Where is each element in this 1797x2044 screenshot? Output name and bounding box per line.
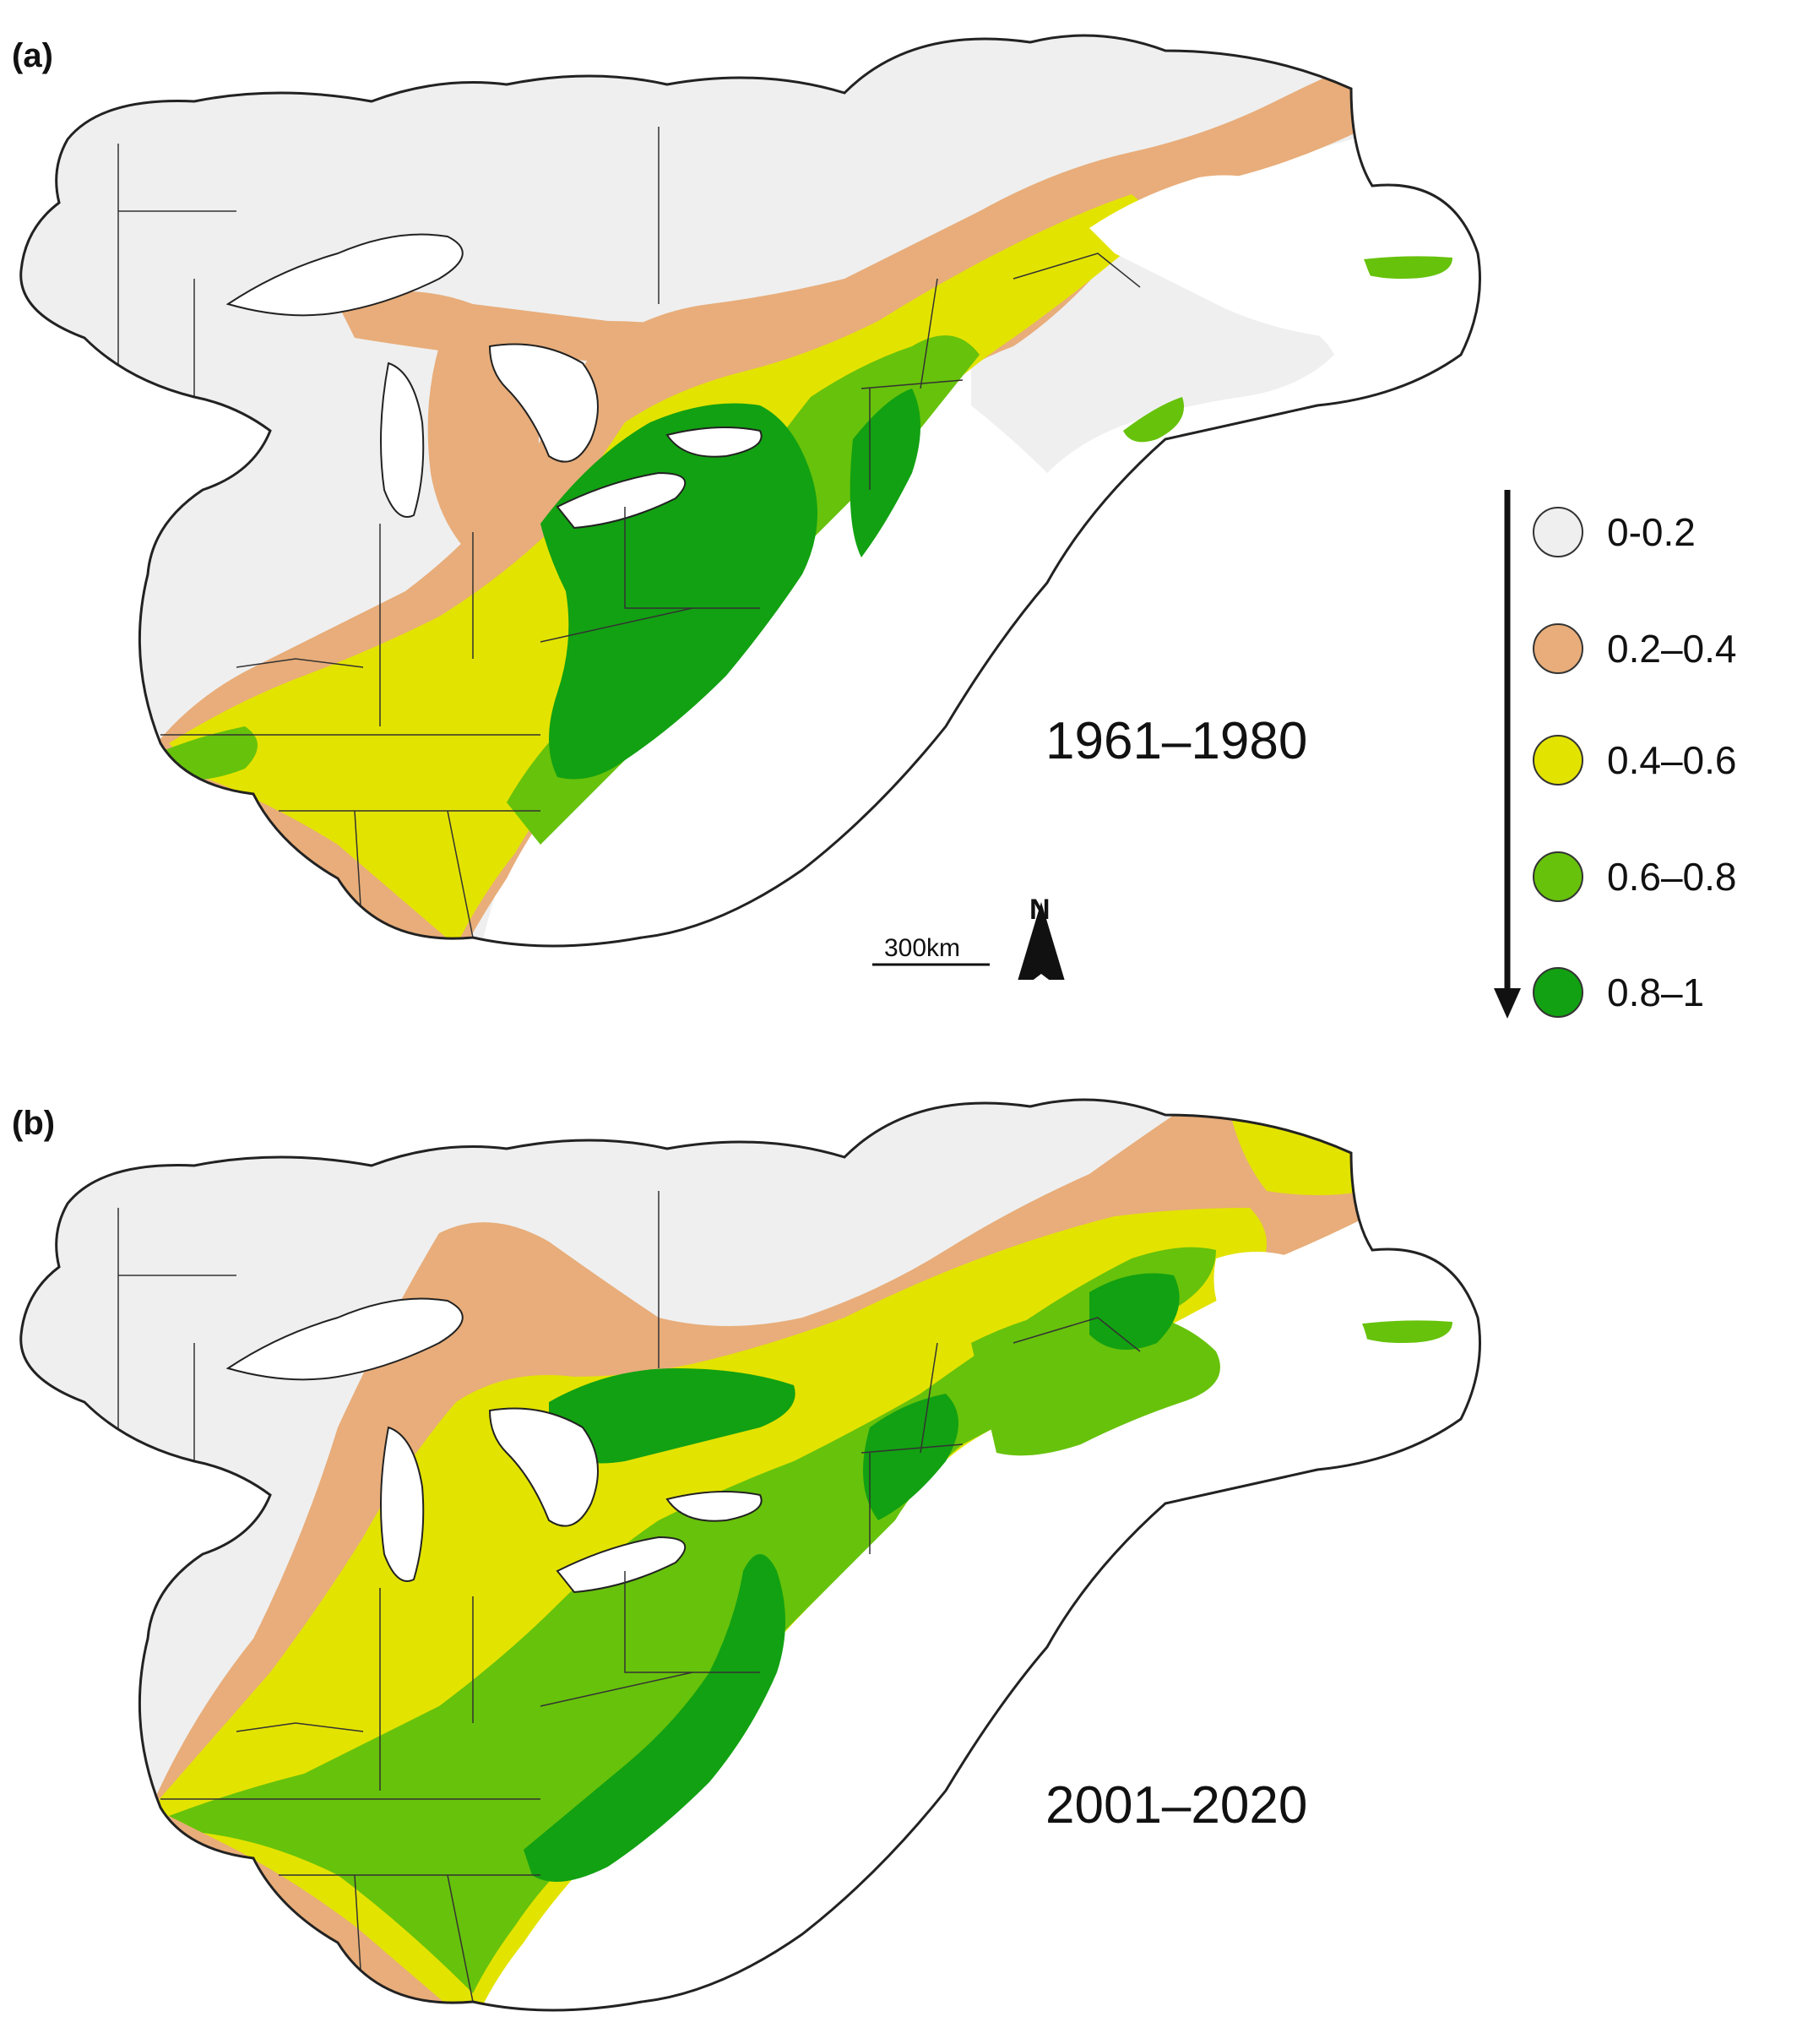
- legend-item-1: 0.2–0.4: [1533, 619, 1736, 678]
- panel-a-lake-ontario: [665, 427, 763, 458]
- legend-label-4: 0.8–1: [1607, 970, 1705, 1014]
- legend-label-3: 0.6–0.8: [1607, 855, 1737, 899]
- legend-swatch-2: [1533, 735, 1583, 786]
- legend-label-2: 0.4–0.6: [1607, 738, 1737, 782]
- panel-a-state-lines: [117, 127, 1141, 946]
- legend-swatch-0: [1533, 507, 1583, 557]
- panel-b-map: [19, 1098, 1481, 2012]
- panel-a-map: [19, 34, 1481, 980]
- legend-swatch-1: [1533, 623, 1583, 674]
- panel-b-lake-erie: [556, 1536, 687, 1594]
- panel-b-class-0.8-1: [524, 1554, 785, 1882]
- panel-b-outline: [19, 1098, 1481, 2012]
- panel-a-class-0.2-0.4-north: [338, 291, 760, 372]
- legend-item-2: 0.4–0.6: [1533, 731, 1736, 790]
- legend-label-1: 0.2–0.4: [1607, 627, 1737, 671]
- north-arrow-label: N: [1029, 894, 1051, 926]
- panel-a-lake-huron: [488, 343, 599, 463]
- panel-a-class-0.6-0.8-west: [160, 726, 258, 780]
- panel-a-gulf-st-lawrence: [1089, 175, 1372, 338]
- panel-a-outline: [19, 34, 1481, 948]
- legend-arrow: [1494, 490, 1521, 1019]
- scalebar-label: 300km: [884, 934, 961, 962]
- panel-b-state-lines: [117, 1191, 1141, 2010]
- legend-item-4: 0.8–1: [1533, 963, 1704, 1022]
- legend-label-0: 0-0.2: [1607, 510, 1696, 554]
- panel-b-class-0.8-1-maritime: [1089, 1273, 1180, 1350]
- panel-b-label: (b): [12, 1105, 56, 1142]
- legend-item-3: 0.6–0.8: [1533, 847, 1736, 906]
- north-arrow-icon: [1018, 902, 1065, 980]
- legend-swatch-3: [1533, 851, 1583, 902]
- panel-a-class-0.6-0.8-nf: [1343, 256, 1452, 279]
- panel-a-lake-superior: [225, 233, 464, 317]
- panel-a-lake-erie: [556, 471, 687, 530]
- panel-b-lake-superior: [225, 1297, 464, 1381]
- panel-b-gulf-st-lawrence: [1213, 1252, 1368, 1385]
- panel-b-lake-huron: [488, 1407, 599, 1527]
- panel-a-label: (a): [12, 37, 53, 74]
- panel-a-lake-michigan: [380, 362, 425, 518]
- panel-b-class-0.6-0.8-nf: [1343, 1320, 1452, 1343]
- panel-a-class-0.6-0.8-maritime: [1123, 397, 1184, 443]
- panel-b-lake-ontario: [665, 1491, 763, 1522]
- legend-item-0: 0-0.2: [1533, 503, 1696, 562]
- panel-b-class-0.8-1-ontario: [549, 1368, 795, 1464]
- panel-a-class-0.8-1-ne: [850, 389, 920, 557]
- legend-swatch-4: [1533, 967, 1583, 1018]
- panel-b-class-0.6-0.8-maritime: [971, 1307, 1220, 1456]
- panel-a-period: 1961–1980: [1045, 712, 1308, 770]
- panel-b-period: 2001–2020: [1045, 1776, 1308, 1835]
- panel-a-class-0.2-0.4-michigan: [427, 345, 539, 557]
- panel-b-class-0.8-1-newengland: [863, 1394, 958, 1520]
- panel-b-lake-michigan: [380, 1426, 425, 1582]
